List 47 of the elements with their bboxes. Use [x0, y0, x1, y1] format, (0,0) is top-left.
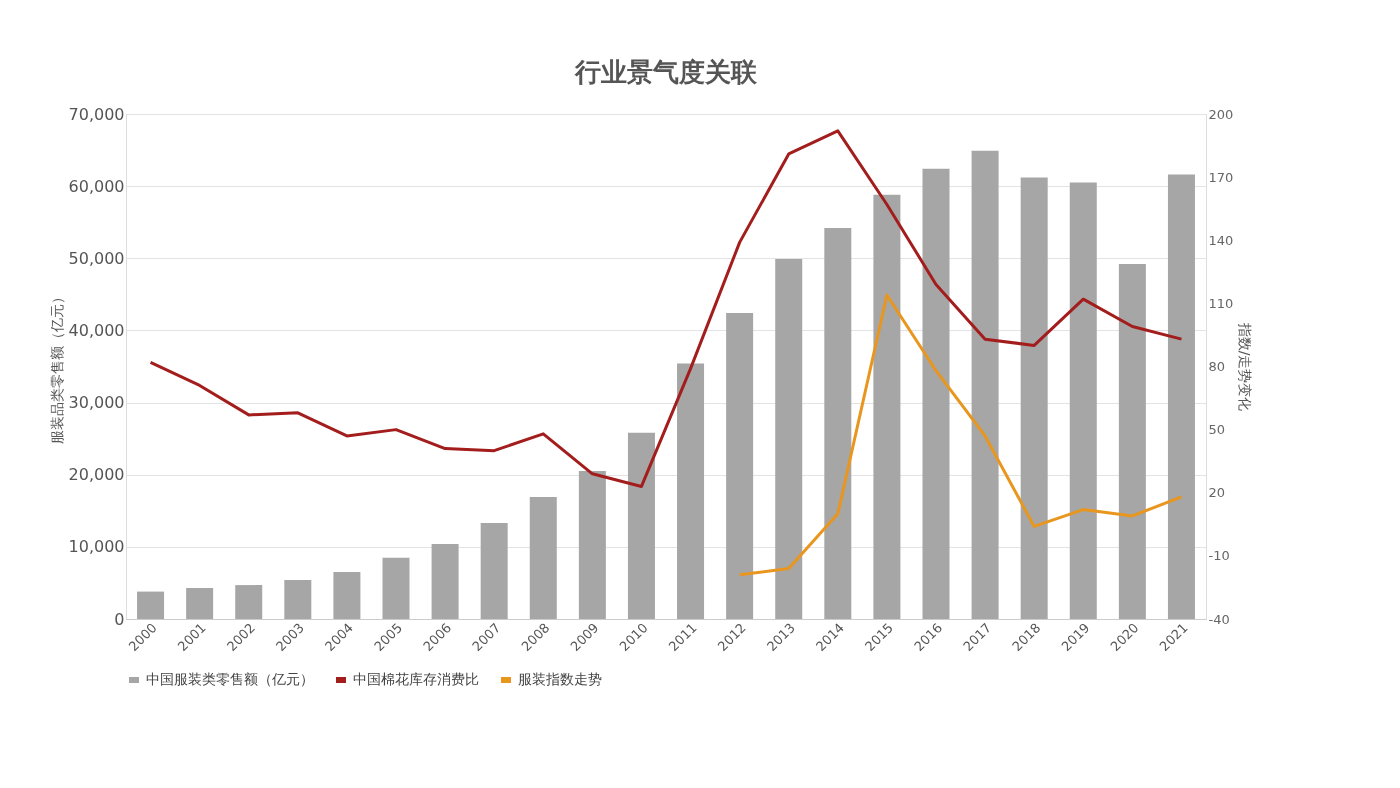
y2-tick-label: 50 [1208, 422, 1226, 438]
y2-tick-label: -40 [1208, 611, 1230, 627]
y2-tick-label: 110 [1208, 295, 1234, 311]
bar [480, 523, 508, 619]
legend-label: 中国棉花库存消费比 [353, 671, 479, 687]
bar [677, 363, 705, 619]
bar [431, 543, 459, 619]
y-tick-label: 60,000 [68, 176, 125, 196]
bar [627, 432, 655, 619]
bar [873, 194, 901, 619]
y2-axis-title: 指数/走势变化 [1237, 321, 1254, 412]
y-tick-label: 70,000 [68, 104, 125, 124]
y-tick-label: 50,000 [68, 248, 125, 268]
y-tick-label: 20,000 [68, 465, 125, 485]
line-series [738, 293, 1183, 577]
bar [578, 471, 606, 619]
y-tick-label: 40,000 [68, 320, 125, 340]
y2-tick-label: -10 [1208, 548, 1230, 564]
bar [1020, 177, 1048, 619]
y2-tick-label: 140 [1208, 232, 1234, 248]
y2-tick-label: 20 [1208, 485, 1226, 501]
y2-tick-label: 170 [1208, 169, 1234, 185]
bar [1167, 174, 1195, 619]
bar [726, 313, 754, 619]
bar [1118, 264, 1146, 619]
bar [775, 259, 803, 619]
y-tick-label: 10,000 [68, 537, 125, 557]
bar [235, 585, 263, 619]
y2-tick-label: 200 [1208, 106, 1234, 122]
bar [1069, 182, 1097, 619]
y-axis-title: 服装品类零售额（亿元） [48, 290, 65, 444]
bar [922, 168, 950, 619]
legend-label: 中国服装类零售额（亿元） [146, 671, 314, 687]
legend-label: 服装指数走势 [518, 671, 602, 687]
bar [529, 497, 557, 619]
chart-title: 行业景气度关联 [574, 57, 758, 87]
bar [333, 572, 361, 619]
y2-tick-label: 80 [1208, 359, 1226, 374]
line-series [149, 129, 1183, 488]
bar [284, 580, 312, 619]
bar [186, 587, 214, 619]
bar [382, 557, 410, 619]
y-tick-label: 30,000 [68, 393, 125, 413]
bar [971, 150, 999, 619]
bar [824, 227, 852, 619]
y-tick-label: 0 [114, 609, 125, 629]
bar [137, 591, 165, 619]
